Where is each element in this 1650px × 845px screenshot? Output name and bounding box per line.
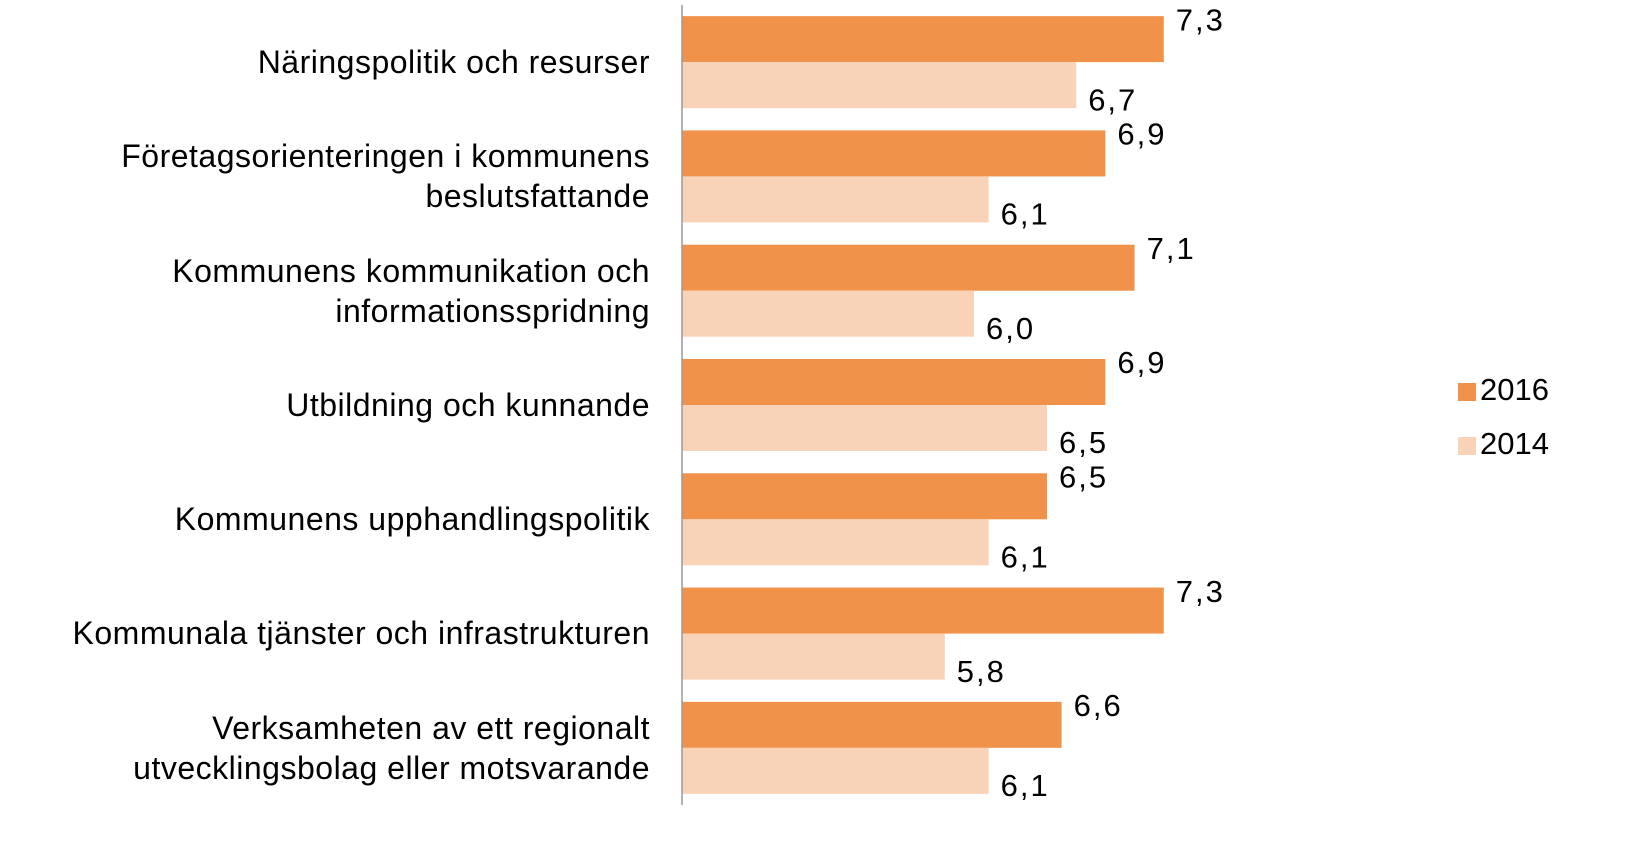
bar bbox=[682, 62, 1077, 109]
value-label: 6,1 bbox=[1001, 539, 1050, 574]
legend-swatch bbox=[1458, 383, 1476, 401]
legend-label: 2014 bbox=[1480, 426, 1549, 461]
bar bbox=[682, 359, 1106, 405]
bar bbox=[682, 473, 1047, 520]
bar bbox=[682, 244, 1135, 291]
value-label: 6,7 bbox=[1088, 82, 1137, 117]
bar bbox=[682, 633, 945, 680]
category-label: Kommunens upphandlingspolitik bbox=[174, 501, 650, 538]
bar bbox=[682, 176, 989, 223]
value-label: 6,9 bbox=[1117, 117, 1166, 152]
value-label: 5,8 bbox=[957, 654, 1006, 689]
value-label: 7,3 bbox=[1176, 574, 1225, 609]
value-label: 6,0 bbox=[986, 311, 1035, 346]
category-label: Verksamheten av ett regionalt utveckling… bbox=[133, 709, 650, 786]
value-label: 6,1 bbox=[1001, 768, 1050, 803]
bar bbox=[682, 587, 1164, 634]
value-label: 6,5 bbox=[1059, 425, 1108, 460]
value-label: 6,9 bbox=[1117, 345, 1166, 380]
category-label: Näringspolitik och resurser bbox=[257, 44, 650, 80]
value-label: 6,5 bbox=[1059, 459, 1108, 494]
bar bbox=[682, 16, 1164, 63]
category-label: Kommunala tjänster och infrastrukturen bbox=[72, 615, 650, 652]
category-label: Utbildning och kunnande bbox=[286, 386, 650, 423]
value-label: 7,3 bbox=[1176, 2, 1225, 37]
bar bbox=[682, 747, 989, 794]
bar bbox=[682, 290, 974, 337]
value-label: 6,1 bbox=[1001, 197, 1050, 232]
bar bbox=[682, 519, 989, 566]
value-label: 6,6 bbox=[1074, 688, 1123, 723]
value-label: 7,1 bbox=[1147, 231, 1196, 266]
category-label: Företagsorienteringen i kommunens beslut… bbox=[121, 138, 650, 215]
legend-label: 2016 bbox=[1480, 372, 1549, 407]
bar bbox=[682, 701, 1062, 748]
bar bbox=[682, 130, 1106, 177]
legend-swatch bbox=[1458, 437, 1476, 455]
bar bbox=[682, 405, 1047, 451]
category-label: Kommunens kommunikation och informations… bbox=[172, 252, 650, 329]
